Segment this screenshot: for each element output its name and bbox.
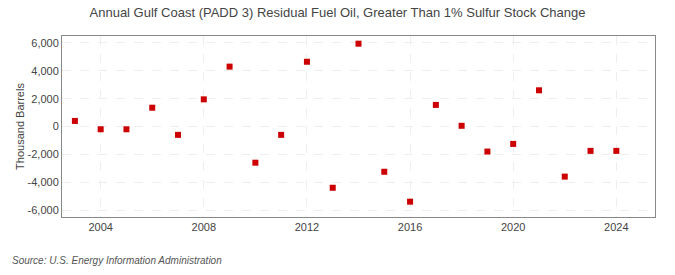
svg-text:2020: 2020 xyxy=(501,221,525,233)
svg-text:-6,000: -6,000 xyxy=(28,204,59,216)
svg-text:0: 0 xyxy=(53,120,59,132)
svg-text:2004: 2004 xyxy=(88,221,112,233)
svg-text:Thousand Barrels: Thousand Barrels xyxy=(14,83,26,170)
svg-text:Annual Gulf Coast (PADD 3) Res: Annual Gulf Coast (PADD 3) Residual Fuel… xyxy=(90,5,586,20)
svg-text:2012: 2012 xyxy=(295,221,319,233)
svg-text:4,000: 4,000 xyxy=(31,65,59,77)
svg-text:-4,000: -4,000 xyxy=(28,176,59,188)
svg-text:Source: U.S. Energy Informatio: Source: U.S. Energy Information Administ… xyxy=(12,255,222,266)
svg-text:2024: 2024 xyxy=(604,221,628,233)
svg-text:6,000: 6,000 xyxy=(31,37,59,49)
svg-text:-2,000: -2,000 xyxy=(28,148,59,160)
svg-text:2016: 2016 xyxy=(398,221,422,233)
svg-text:2,000: 2,000 xyxy=(31,93,59,105)
svg-text:2008: 2008 xyxy=(192,221,216,233)
